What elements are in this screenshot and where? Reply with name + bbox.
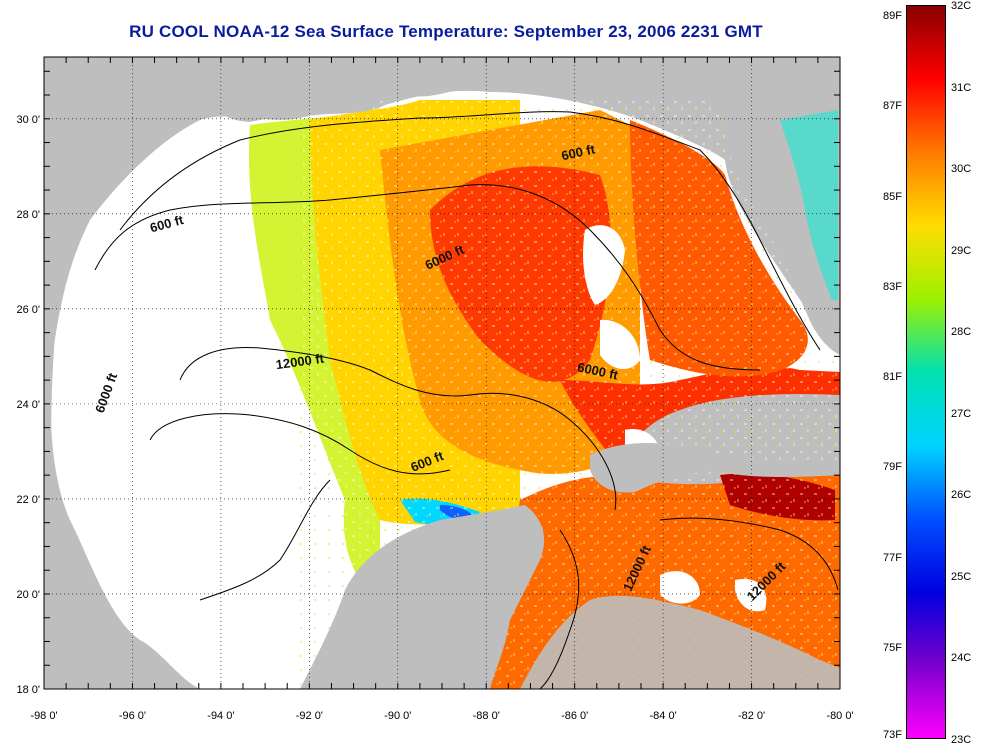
lon-tick-label: -82 0' — [738, 710, 765, 722]
map-grid — [44, 57, 840, 689]
colorbar-c-label: 27C — [951, 407, 972, 420]
colorbar-c-label: 30C — [951, 163, 972, 176]
colorbar-c-label: 28C — [951, 326, 972, 339]
cloud-patch — [600, 319, 640, 370]
lat-tick-label: 30 0' — [16, 114, 40, 126]
lat-tick-label: 20 0' — [16, 589, 40, 601]
lon-tick-label: -88 0' — [473, 710, 500, 722]
colorbar-f-label: 89F — [883, 10, 902, 22]
central-america-land — [520, 595, 840, 689]
temperature-colorbar — [906, 5, 946, 739]
cloud-patch — [583, 225, 625, 305]
colorbar-f-label: 73F — [883, 729, 902, 741]
lon-tick-label: -92 0' — [296, 710, 323, 722]
lon-tick-label: -80 0' — [826, 710, 853, 722]
colorbar-f-label: 81F — [883, 371, 902, 383]
contour-label: 12000 ft — [275, 351, 326, 373]
contour-label: 600 ft — [560, 141, 597, 163]
lat-tick-label: 24 0' — [16, 399, 40, 411]
cloud-patch — [735, 579, 767, 612]
lon-tick-label: -84 0' — [650, 710, 677, 722]
colorbar-f-label: 79F — [883, 461, 902, 474]
bathymetry-contours — [94, 111, 839, 689]
colorbar-f-label: 85F — [883, 190, 902, 203]
mexico-land — [44, 57, 200, 689]
lon-tick-label: -86 0' — [561, 710, 588, 722]
lat-tick-label: 18 0' — [16, 684, 40, 696]
colorbar-c-label: 25C — [951, 570, 972, 583]
longitude-axis: -98 0' -96 0' -94 0' -92 0' -90 0' -88 0' -86 … — [30, 57, 854, 722]
lat-tick-label: 28 0' — [16, 209, 40, 221]
yucatan-land — [300, 505, 545, 689]
colorbar-f-label: 75F — [883, 641, 902, 654]
sst-map: -98 0' -96 0' -94 0' -92 0' -90 0' -88 0' -86 … — [16, 56, 854, 722]
colorbar-c-label: 29C — [951, 244, 972, 257]
cloud-patch — [660, 571, 700, 604]
lon-tick-label: -94 0' — [207, 710, 234, 722]
colorbar-c-label: 23C — [951, 734, 972, 746]
lon-tick-label: -96 0' — [119, 710, 146, 722]
lat-tick-label: 22 0' — [16, 494, 40, 506]
colorbar-c-label: 31C — [951, 81, 972, 94]
colorbar-f-label: 83F — [883, 280, 902, 293]
lon-tick-label: -90 0' — [384, 710, 411, 722]
sst-florida-coast — [780, 110, 838, 300]
latitude-axis: 18 0' 20 0' 22 0' 24 0' 26 0' 28 0' 30 0' — [16, 70, 840, 696]
cuba-land — [590, 443, 840, 493]
lat-tick-label: 26 0' — [16, 304, 40, 316]
colorbar-f-label: 87F — [883, 100, 902, 113]
colorbar-c-label: 26C — [951, 489, 972, 502]
lon-tick-label: -98 0' — [30, 710, 57, 722]
colorbar-f-label: 77F — [883, 551, 902, 564]
map-title: RU COOL NOAA-12 Sea Surface Temperature:… — [129, 22, 763, 41]
colorbar-c-label: 24C — [951, 652, 972, 665]
us-coast-land — [200, 57, 715, 122]
colorbar-c-label: 32C — [951, 0, 972, 12]
